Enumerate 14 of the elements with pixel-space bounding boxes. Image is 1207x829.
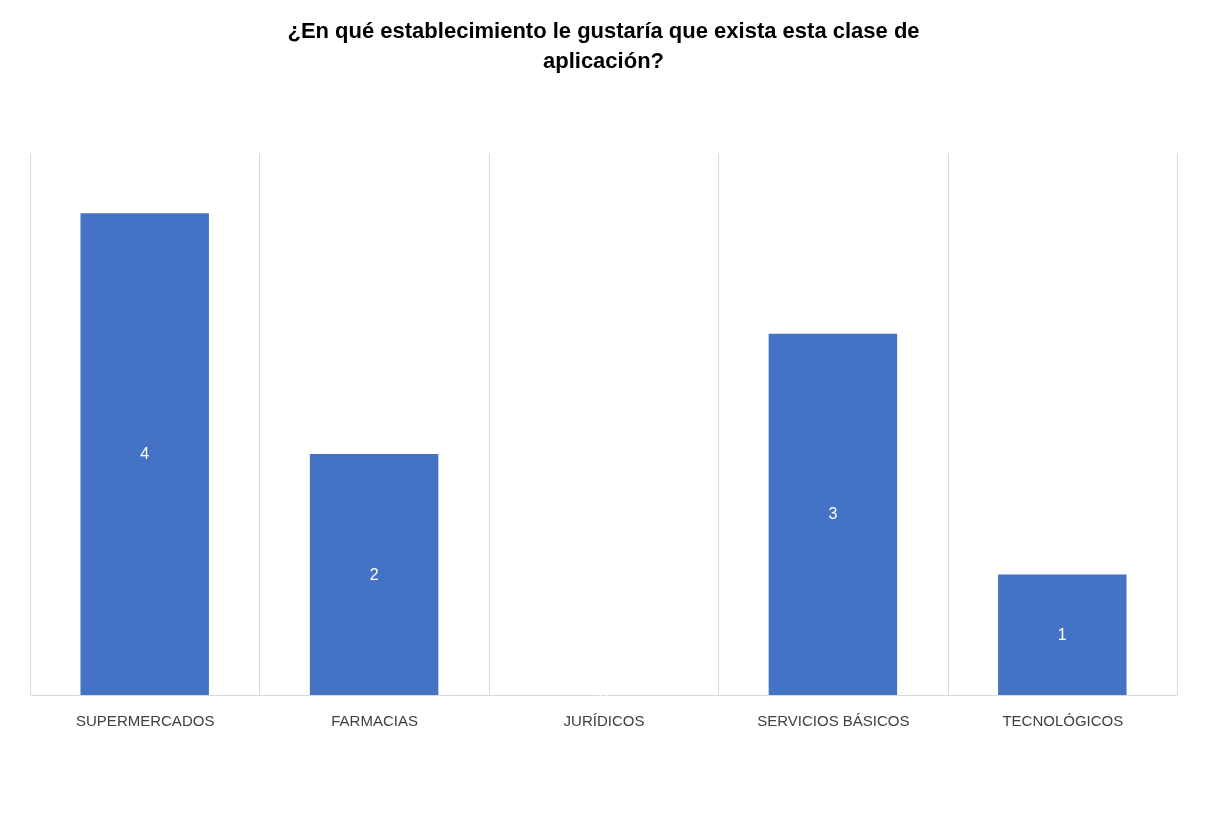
data-label: 3 <box>828 505 838 523</box>
bar <box>998 574 1127 695</box>
data-label: 1 <box>1057 625 1067 643</box>
chart-title: ¿En qué establecimiento le gustaría que exista esta clase de aplicación? <box>287 18 920 73</box>
x-tick-label: TECNOLÓGICOS <box>1002 711 1124 729</box>
x-tick-label: JURÍDICOS <box>563 711 645 729</box>
x-tick-label: SUPERMERCADOS <box>76 711 215 729</box>
x-tick-label: FARMACIAS <box>331 711 418 729</box>
bar <box>768 333 898 695</box>
data-label: 2 <box>369 565 379 583</box>
bar <box>80 213 209 695</box>
x-tick-label: SERVICIOS BÁSICOS <box>757 711 910 729</box>
data-label: 4 <box>140 445 150 463</box>
bar <box>309 454 439 695</box>
